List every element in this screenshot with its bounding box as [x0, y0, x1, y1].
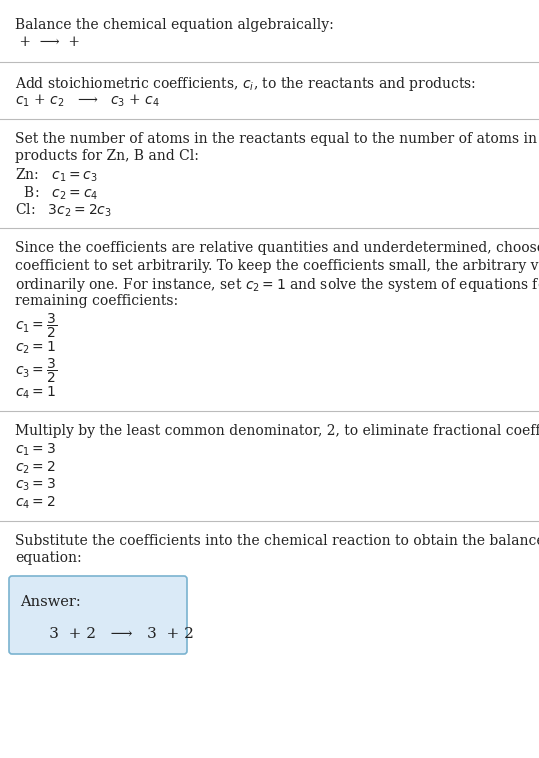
FancyBboxPatch shape	[9, 576, 187, 654]
Text: Cl:   $3 c_2 = 2 c_3$: Cl: $3 c_2 = 2 c_3$	[15, 202, 112, 219]
Text: remaining coefficients:: remaining coefficients:	[15, 294, 178, 308]
Text: Add stoichiometric coefficients, $c_i$, to the reactants and products:: Add stoichiometric coefficients, $c_i$, …	[15, 75, 476, 93]
Text: $c_4 = 2$: $c_4 = 2$	[15, 494, 56, 511]
Text: $c_3 = 3$: $c_3 = 3$	[15, 477, 56, 493]
Text: $c_4 = 1$: $c_4 = 1$	[15, 385, 56, 402]
Text: $c_1 = 3$: $c_1 = 3$	[15, 442, 56, 459]
Text: Substitute the coefficients into the chemical reaction to obtain the balanced: Substitute the coefficients into the che…	[15, 534, 539, 548]
Text: $c_2 = 2$: $c_2 = 2$	[15, 459, 56, 476]
Text: equation:: equation:	[15, 552, 81, 565]
Text: 3  + 2   ⟶   3  + 2: 3 + 2 ⟶ 3 + 2	[20, 627, 194, 641]
Text: Zn:   $c_1 = c_3$: Zn: $c_1 = c_3$	[15, 167, 98, 184]
Text: Multiply by the least common denominator, 2, to eliminate fractional coefficient: Multiply by the least common denominator…	[15, 424, 539, 438]
Text: $c_2 = 1$: $c_2 = 1$	[15, 340, 56, 356]
Text: ordinarily one. For instance, set $c_2 = 1$ and solve the system of equations fo: ordinarily one. For instance, set $c_2 =…	[15, 277, 539, 295]
Text: +  ⟶  +: + ⟶ +	[15, 36, 85, 49]
Text: $c_1$ + $c_2$   ⟶   $c_3$ + $c_4$: $c_1$ + $c_2$ ⟶ $c_3$ + $c_4$	[15, 92, 160, 109]
Text: $c_1 = \dfrac{3}{2}$: $c_1 = \dfrac{3}{2}$	[15, 312, 57, 340]
Text: products for Zn, B and Cl:: products for Zn, B and Cl:	[15, 149, 199, 164]
Text: Set the number of atoms in the reactants equal to the number of atoms in the: Set the number of atoms in the reactants…	[15, 132, 539, 146]
Text: Balance the chemical equation algebraically:: Balance the chemical equation algebraica…	[15, 18, 334, 32]
Text: Answer:: Answer:	[20, 595, 81, 609]
Text: coefficient to set arbitrarily. To keep the coefficients small, the arbitrary va: coefficient to set arbitrarily. To keep …	[15, 259, 539, 273]
Text: B:   $c_2 = c_4$: B: $c_2 = c_4$	[15, 184, 98, 202]
Text: Since the coefficients are relative quantities and underdetermined, choose a: Since the coefficients are relative quan…	[15, 242, 539, 255]
Text: $c_3 = \dfrac{3}{2}$: $c_3 = \dfrac{3}{2}$	[15, 357, 57, 385]
